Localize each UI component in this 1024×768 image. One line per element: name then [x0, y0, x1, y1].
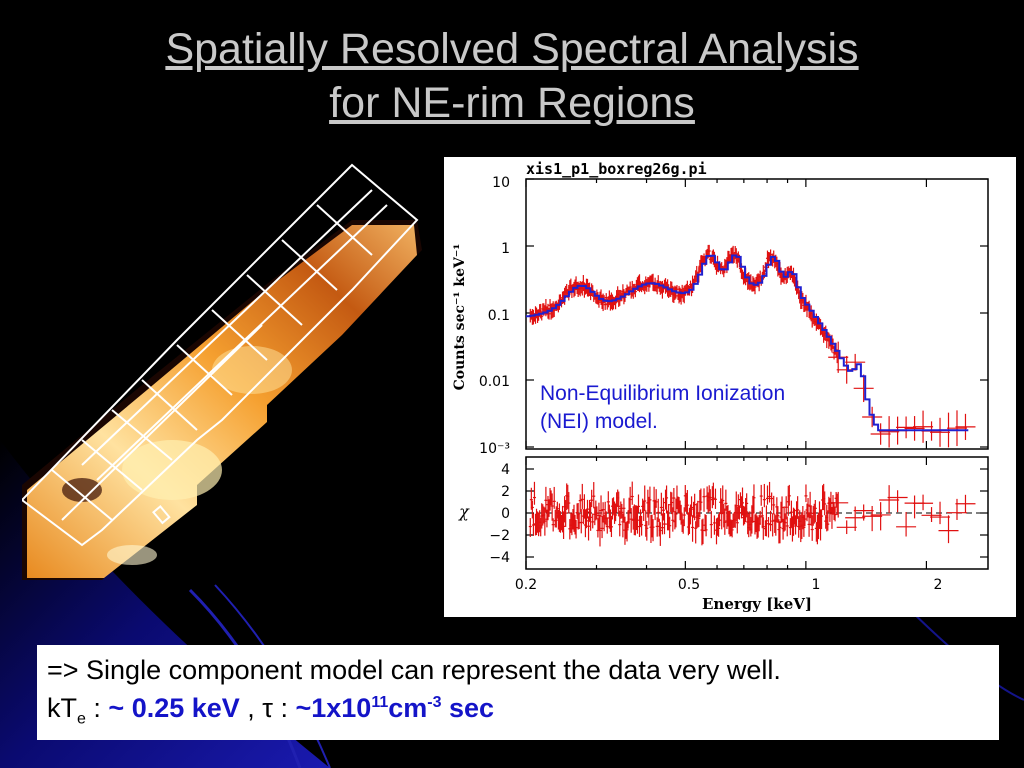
axis-ticks [525, 178, 988, 569]
xtick-1: 1 [812, 577, 821, 593]
ytick-0.01: 0.01 [479, 374, 510, 390]
y-axis-label: Counts sec⁻¹ keV⁻¹ [452, 244, 468, 391]
resid-tick-2: 2 [501, 484, 510, 500]
spectrum-frame [525, 178, 989, 450]
resid-tick-m4: −4 [489, 550, 510, 566]
resid-tick-4: 4 [501, 462, 510, 478]
annotation-line-1: Non-Equilibrium Ionization [540, 382, 786, 405]
model-annotation: Non-Equilibrium Ionization (NEI) model. [540, 380, 786, 436]
kt-value: ~ 0.25 keV [108, 693, 240, 723]
ytick-10: 10 [492, 175, 510, 191]
xtick-2: 2 [934, 577, 943, 593]
ytick-0.1: 0.1 [488, 308, 510, 324]
tau-tail: sec [441, 693, 495, 723]
kt-subscript: e [77, 710, 86, 728]
nei-model-line [526, 254, 969, 432]
plot-title: xis1_p1_boxreg26g.pi [526, 160, 707, 178]
x-axis-label: Energy [keV] [702, 595, 812, 613]
xray-rim-image [22, 163, 422, 580]
kt-separator: : [85, 693, 109, 723]
tau-unit: cm [388, 693, 428, 723]
spectrum-plot: xis1_p1_boxreg26g.pi Counts sec⁻¹ keV⁻¹ … [452, 160, 989, 613]
resid-tick-m2: −2 [489, 528, 510, 544]
tau-value: ~1x1011cm-3 sec [295, 693, 494, 723]
ytick-0.001: 10⁻³ [479, 441, 510, 457]
title-line-2: for NE-rim Regions [329, 79, 695, 127]
caption-box: => Single component model can represent … [37, 645, 999, 740]
residual-axis-label: χ [458, 502, 470, 521]
xtick-0.2: 0.2 [515, 577, 537, 593]
ytick-1: 1 [501, 241, 510, 257]
tau-mantissa: ~1x10 [295, 693, 372, 723]
tau-exponent: 11 [371, 694, 389, 711]
kt-label: kT [47, 693, 77, 723]
tau-separator: , τ : [239, 693, 296, 723]
title-line-1: Spatially Resolved Spectral Analysis [165, 25, 859, 73]
tau-unit-exponent: -3 [427, 694, 442, 711]
slide-title: Spatially Resolved Spectral Analysis for… [0, 22, 1024, 130]
xtick-0.5: 0.5 [678, 577, 700, 593]
caption-line-1: => Single component model can represent … [47, 655, 781, 685]
resid-tick-0: 0 [501, 506, 510, 522]
residual-data [528, 481, 976, 547]
annotation-line-2: (NEI) model. [540, 410, 658, 433]
caption-line-2: kTe : ~ 0.25 keV , τ : ~1x1011cm-3 sec [47, 693, 494, 728]
